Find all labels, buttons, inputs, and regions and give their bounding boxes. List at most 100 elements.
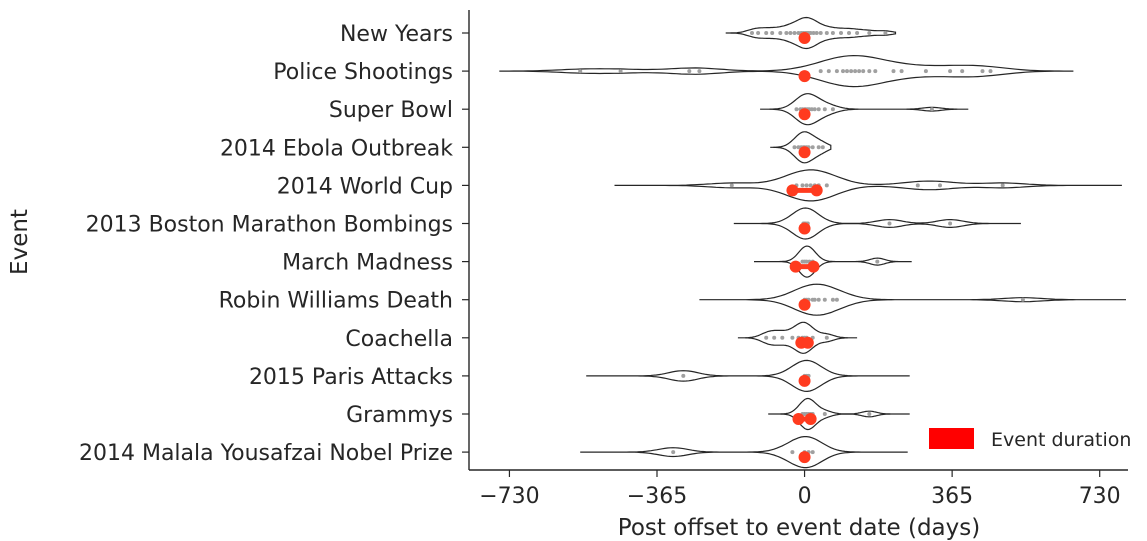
violin-robin-williams-death (699, 283, 1126, 316)
post-point-police-shootings (845, 69, 849, 74)
post-point-2013-boston-marathon-bombings (948, 221, 953, 226)
post-point-police-shootings (899, 69, 904, 74)
post-point-march-madness (875, 259, 880, 264)
y-tick-label-2015-paris-attacks: 2015 Paris Attacks (249, 365, 453, 390)
post-point-march-madness (804, 259, 809, 264)
violin-march-madness (754, 245, 912, 278)
post-point-new-years (867, 31, 872, 35)
post-point-new-years (788, 31, 793, 35)
post-point-super-bowl (794, 107, 799, 112)
post-point-police-shootings (618, 69, 623, 74)
post-point-2014-ebola-outbreak (792, 145, 797, 150)
post-point-police-shootings (857, 69, 862, 74)
x-tick-label: −730 (479, 484, 539, 509)
event-marker-march-madness (789, 260, 802, 273)
post-point-new-years (814, 31, 819, 35)
post-point-coachella (780, 335, 785, 340)
post-point-2014-world-cup (1000, 183, 1005, 188)
event-marker-coachella (801, 336, 814, 349)
post-point-police-shootings (891, 69, 896, 74)
x-tick-label: −365 (627, 484, 687, 509)
post-point-super-bowl (812, 107, 817, 112)
post-point-2014-world-cup (824, 183, 829, 188)
post-point-police-shootings (578, 69, 583, 74)
post-point-2014-ebola-outbreak (820, 145, 825, 150)
violin-super-bowl (760, 93, 969, 126)
post-point-2014-world-cup (800, 183, 805, 188)
post-point-new-years (784, 31, 789, 35)
post-point-robin-williams-death (812, 297, 817, 302)
post-point-police-shootings (841, 69, 845, 74)
post-point-2014-malala-yousafzai-nobel-prize (790, 450, 795, 455)
post-point-new-years (830, 31, 835, 35)
post-point-new-years (770, 31, 775, 35)
violin-police-shootings (499, 54, 1074, 88)
event-marker-2014-malala-yousafzai-nobel-prize (798, 451, 811, 464)
post-point-robin-williams-death (822, 297, 827, 302)
violin-new-years (725, 16, 897, 50)
legend: Event duration (929, 428, 1131, 451)
post-point-new-years (778, 31, 783, 35)
violin-2015-paris-attacks (586, 359, 910, 393)
post-point-new-years (824, 31, 829, 35)
post-point-new-years (883, 31, 888, 35)
event-marker-robin-williams-death (798, 298, 811, 311)
post-point-police-shootings (853, 69, 858, 74)
post-point-2014-ebola-outbreak (796, 145, 801, 150)
post-point-new-years (855, 31, 860, 35)
post-point-new-years (750, 31, 754, 35)
x-tick-label: 730 (1079, 484, 1121, 509)
x-tick-label: 0 (798, 484, 812, 509)
event-marker-super-bowl (798, 108, 811, 121)
post-point-super-bowl (809, 107, 814, 112)
post-point-2015-paris-attacks (681, 373, 686, 378)
post-point-robin-williams-death (834, 297, 839, 302)
post-point-2014-malala-yousafzai-nobel-prize (671, 450, 676, 455)
y-axis: New Years Police Shootings Super Bowl 2014 … (79, 10, 470, 470)
post-point-super-bowl (929, 107, 934, 112)
post-point-coachella (824, 335, 829, 340)
event-marker-2014-world-cup (810, 184, 823, 197)
post-point-coachella (790, 335, 795, 340)
event-markers (786, 32, 823, 464)
post-point-2014-ebola-outbreak (816, 145, 821, 150)
post-point-new-years (796, 31, 801, 35)
y-tick-label-police-shootings: Police Shootings (273, 60, 453, 85)
event-marker-police-shootings (798, 70, 811, 83)
y-tick-label-robin-williams-death: Robin Williams Death (219, 289, 453, 314)
post-point-2014-world-cup (808, 183, 813, 188)
post-point-2014-world-cup (938, 183, 942, 188)
y-tick-label-2014-malala-yousafzai-nobel-prize: 2014 Malala Yousafzai Nobel Prize (79, 441, 453, 466)
post-point-new-years (811, 31, 816, 35)
post-point-2013-boston-marathon-bombings (887, 221, 892, 226)
legend-label-event-duration: Event duration (991, 429, 1131, 451)
x-axis: −730 −365 0 365 730 (469, 469, 1128, 509)
post-point-new-years (764, 31, 769, 35)
y-tick-label-march-madness: March Madness (282, 251, 453, 276)
post-point-police-shootings (867, 69, 872, 74)
post-point-super-bowl (830, 107, 835, 112)
post-point-robin-williams-death (1020, 297, 1025, 302)
post-point-police-shootings (960, 69, 965, 74)
violin-coachella (737, 321, 858, 354)
y-tick-label-grammys: Grammys (346, 403, 453, 428)
x-axis-title: Post offset to event date (days) (618, 515, 980, 541)
y-tick-label-coachella: Coachella (345, 327, 453, 352)
post-point-police-shootings (988, 69, 993, 74)
post-point-police-shootings (818, 69, 823, 74)
post-point-2014-ebola-outbreak (810, 145, 815, 150)
post-point-police-shootings (861, 69, 866, 74)
violins (499, 16, 1126, 469)
post-point-super-bowl (822, 107, 827, 112)
violin-2014-world-cup (614, 169, 1122, 202)
post-point-new-years (792, 31, 797, 35)
event-marker-2015-paris-attacks (798, 374, 811, 387)
y-axis-title: Event (7, 209, 33, 275)
x-tick-label: 365 (931, 484, 973, 509)
post-point-police-shootings (849, 69, 854, 74)
violin-2014-ebola-outbreak (770, 131, 832, 164)
post-point-2014-world-cup (804, 183, 809, 188)
post-point-2014-malala-yousafzai-nobel-prize (810, 450, 815, 455)
event-marker-march-madness (807, 260, 820, 273)
post-point-new-years (756, 31, 761, 35)
